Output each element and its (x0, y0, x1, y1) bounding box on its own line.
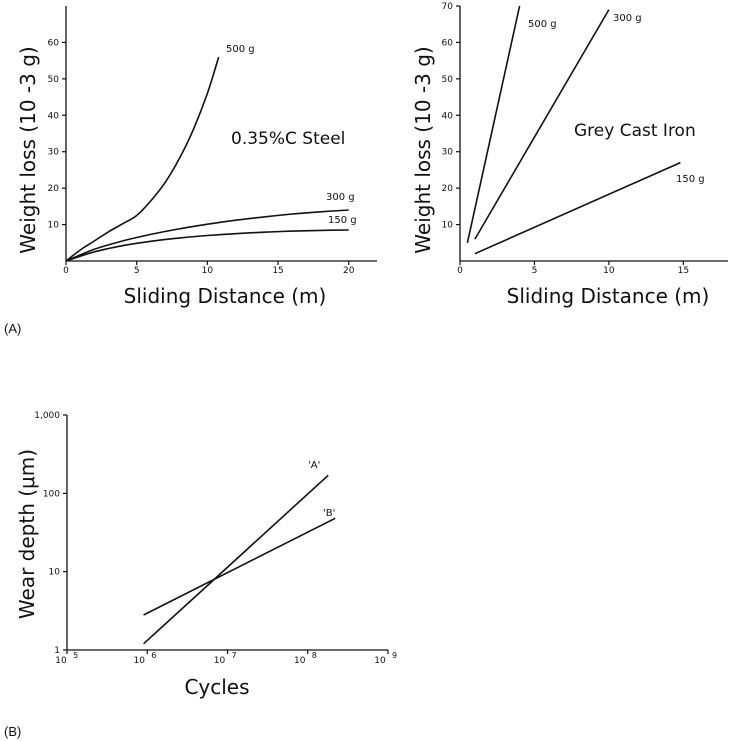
series-label-1: 500 g (528, 19, 557, 30)
series-line-2 (474, 9, 610, 240)
series-line-3 (65, 229, 349, 262)
x-tick-label: 20 (343, 266, 355, 276)
cast-iron-wear-chart: 0 5 10 15 10 20 30 40 50 60 70 500 g 300 g 150 g Grey … (411, 2, 728, 308)
series-label-2: 300 g (613, 13, 642, 24)
steel-wear-chart: 0 5 10 15 20 10 20 30 40 50 60 500 g 300 g 150 g 0.35%… (16, 6, 377, 308)
series-line-1 (143, 474, 329, 645)
y-axis-title: Weight loss (10 -3 g) (411, 46, 435, 253)
y-tick-label: 100 (43, 489, 60, 499)
y-tick-label: 30 (48, 148, 60, 158)
y-tick-label: 1,000 (34, 411, 60, 421)
x-tick-label: 15 (678, 266, 689, 276)
series-label-1: 'A' (308, 460, 320, 471)
x-tick-label: 10 (214, 656, 226, 666)
y-tick-label: 1 (54, 646, 60, 656)
x-axis-title: Sliding Distance (m) (124, 284, 327, 308)
x-tick-exponent: 5 (73, 651, 78, 660)
y-tick-label: 70 (442, 2, 454, 12)
y-tick-label: 20 (442, 184, 454, 194)
y-tick-label: 20 (48, 184, 60, 194)
series-line-2 (65, 209, 349, 262)
y-tick-label: 40 (442, 111, 454, 121)
x-tick-label: 5 (532, 266, 538, 276)
series-line-3 (474, 161, 681, 255)
y-axis-title: Wear depth (μm) (15, 449, 39, 619)
x-tick-exponent: 8 (312, 651, 317, 660)
y-tick-label: 10 (442, 221, 454, 231)
series-label-3: 150 g (328, 215, 357, 226)
x-tick-label: 10 (202, 266, 214, 276)
y-tick-label: 50 (48, 75, 60, 85)
x-tick-exponent: 7 (232, 651, 237, 660)
inset-title: Grey Cast Iron (574, 121, 696, 141)
y-tick-label: 40 (48, 111, 60, 121)
series-line-2 (143, 517, 336, 616)
series-label-2: 'B' (323, 508, 335, 519)
x-tick-exponent: 9 (392, 651, 397, 660)
x-tick-label: 15 (272, 266, 283, 276)
x-tick-label: 10 (294, 656, 306, 666)
x-axis-title: Cycles (184, 675, 249, 699)
x-tick-label: 10 (134, 656, 146, 666)
wear-depth-chart: 1051061071081091101001,000'A''B'CyclesWe… (15, 411, 397, 699)
y-tick-label: 30 (442, 148, 454, 158)
x-tick-label: 10 (603, 266, 615, 276)
x-tick-label: 5 (134, 266, 140, 276)
inset-title: 0.35%C Steel (231, 129, 345, 149)
y-tick-label: 50 (442, 75, 454, 85)
y-tick-label: 10 (48, 221, 60, 231)
series-line-1 (65, 56, 220, 262)
series-line-1 (466, 5, 521, 243)
series-label-2: 300 g (326, 192, 355, 203)
x-axis-title: Sliding Distance (m) (507, 284, 710, 308)
series-label-3: 150 g (676, 174, 705, 185)
panel-label-b: (B) (4, 724, 21, 739)
y-tick-label: 60 (442, 38, 454, 48)
x-tick-label: 0 (457, 266, 463, 276)
x-tick-label: 10 (55, 656, 67, 666)
y-tick-label: 10 (49, 568, 61, 578)
x-tick-exponent: 6 (151, 651, 156, 660)
x-tick-label: 0 (63, 266, 69, 276)
series-label-1: 500 g (226, 44, 255, 55)
x-tick-label: 10 (374, 656, 386, 666)
y-tick-label: 60 (48, 38, 60, 48)
y-axis-title: Weight loss (10 -3 g) (16, 46, 40, 253)
panel-label-a: (A) (4, 321, 21, 336)
